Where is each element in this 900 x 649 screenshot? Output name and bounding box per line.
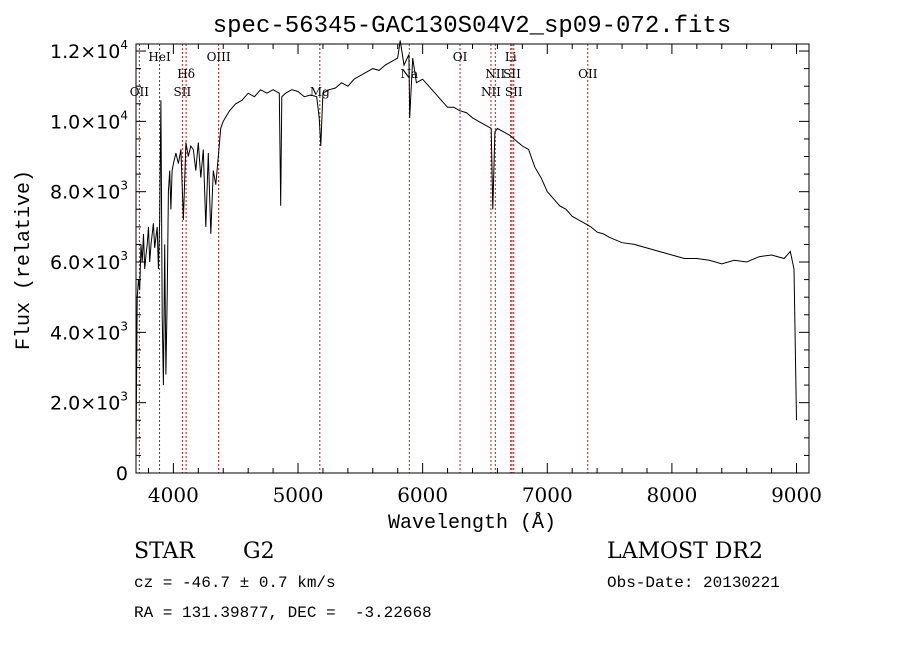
y-tick-label: 4.0×103 xyxy=(50,319,128,344)
y-tick-label: 1.0×104 xyxy=(50,108,128,133)
survey-name: LAMOST DR2 xyxy=(607,539,763,564)
spectral-subclass: G2 xyxy=(243,539,275,564)
y-tick-label: 2.0×103 xyxy=(50,390,128,415)
line-label: SII xyxy=(505,85,523,99)
line-label: NII xyxy=(485,67,505,81)
y-axis-label: Flux (relative) xyxy=(13,170,36,350)
y-tick-label: 0 xyxy=(116,463,128,485)
x-tick-label: 7000 xyxy=(522,483,573,507)
y-axis-ticks: 0 2.0×103 4.0×103 6.0×103 8.0×103 1.0×104 1.2×… xyxy=(50,38,809,485)
line-label: Mg xyxy=(310,85,330,99)
line-label: SII xyxy=(174,85,192,99)
y-tick-label: 8.0×103 xyxy=(50,179,128,204)
line-label: OII xyxy=(130,85,150,99)
x-axis-label: Wavelength (Å) xyxy=(388,512,556,535)
object-class: STAR xyxy=(134,539,195,564)
coordinates: RA = 131.39877, DEC = -3.22668 xyxy=(134,604,432,622)
x-tick-label: 4000 xyxy=(148,483,199,507)
line-label: HeI xyxy=(148,50,171,64)
chart-title: spec-56345-GAC130S04V2_sp09-072.fits xyxy=(213,13,731,40)
emission-line-markers xyxy=(138,44,589,473)
line-label: OIII xyxy=(207,50,231,64)
line-label: NII xyxy=(481,85,501,99)
x-tick-label: 9000 xyxy=(771,483,822,507)
redshift-cz: cz = -46.7 ± 0.7 km/s xyxy=(134,574,336,592)
observation-date: Obs-Date: 20130221 xyxy=(607,574,780,592)
y-tick-label: 1.2×104 xyxy=(50,38,128,63)
x-tick-label: 8000 xyxy=(646,483,697,507)
x-tick-label: 6000 xyxy=(397,483,448,507)
spectrum-line xyxy=(135,40,797,456)
x-axis-ticks: 4000 5000 6000 7000 8000 9000 xyxy=(148,44,822,507)
line-label: Hδ xyxy=(177,67,195,81)
line-label: OI xyxy=(453,50,468,64)
line-label: SII xyxy=(503,67,521,81)
line-label: Li xyxy=(505,50,517,64)
plot-frame xyxy=(135,43,810,474)
x-tick-label: 5000 xyxy=(273,483,324,507)
line-label: OII xyxy=(578,67,598,81)
y-tick-label: 6.0×103 xyxy=(50,249,128,274)
